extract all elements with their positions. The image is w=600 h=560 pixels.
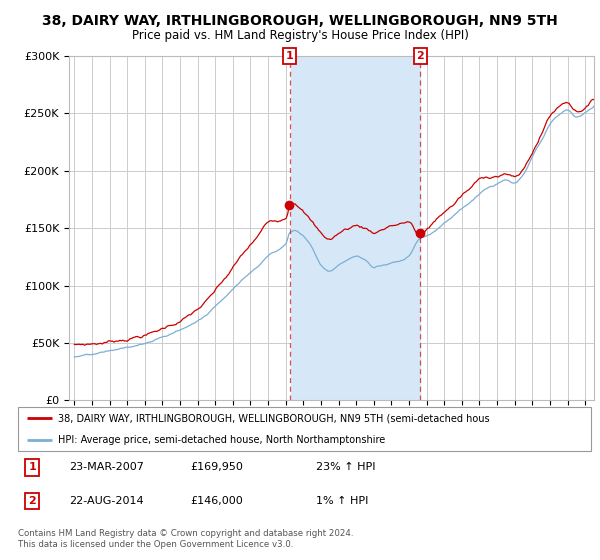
Text: 38, DAIRY WAY, IRTHLINGBOROUGH, WELLINGBOROUGH, NN9 5TH: 38, DAIRY WAY, IRTHLINGBOROUGH, WELLINGB… <box>42 14 558 28</box>
FancyBboxPatch shape <box>18 407 591 451</box>
Text: HPI: Average price, semi-detached house, North Northamptonshire: HPI: Average price, semi-detached house,… <box>58 435 385 445</box>
Text: 38, DAIRY WAY, IRTHLINGBOROUGH, WELLINGBOROUGH, NN9 5TH (semi-detached hous: 38, DAIRY WAY, IRTHLINGBOROUGH, WELLINGB… <box>58 413 490 423</box>
Text: 1% ↑ HPI: 1% ↑ HPI <box>316 496 368 506</box>
Text: 22-AUG-2014: 22-AUG-2014 <box>70 496 144 506</box>
Text: 2: 2 <box>416 51 424 61</box>
Text: Price paid vs. HM Land Registry's House Price Index (HPI): Price paid vs. HM Land Registry's House … <box>131 29 469 42</box>
Text: £169,950: £169,950 <box>190 463 243 473</box>
Text: 23% ↑ HPI: 23% ↑ HPI <box>316 463 376 473</box>
Text: Contains HM Land Registry data © Crown copyright and database right 2024.
This d: Contains HM Land Registry data © Crown c… <box>18 529 353 549</box>
Text: 2: 2 <box>28 496 36 506</box>
Text: 1: 1 <box>28 463 36 473</box>
Text: £146,000: £146,000 <box>190 496 242 506</box>
Text: 1: 1 <box>286 51 293 61</box>
Text: 23-MAR-2007: 23-MAR-2007 <box>70 463 145 473</box>
